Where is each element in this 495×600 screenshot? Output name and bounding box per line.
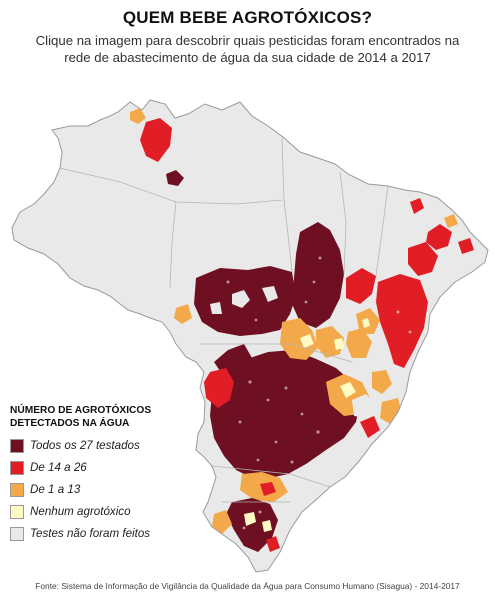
region-1-13 bbox=[444, 214, 458, 228]
region-1-13 bbox=[172, 100, 184, 104]
brazil-map[interactable] bbox=[0, 82, 495, 577]
region-not-tested bbox=[352, 394, 376, 418]
legend-item-none: Nenhum agrotóxico bbox=[10, 503, 220, 520]
municipality-speckle bbox=[226, 256, 412, 530]
region-not-tested bbox=[210, 302, 222, 314]
map-title: QUEM BEBE AGROTÓXICOS? bbox=[122, 8, 373, 27]
subtitle-line-1: Clique na imagem para descobrir quais pe… bbox=[35, 33, 460, 48]
legend-item-1-13: De 1 a 13 bbox=[10, 481, 220, 498]
region-14-26 bbox=[140, 118, 172, 162]
region-1-13 bbox=[212, 510, 232, 534]
region-1-13 bbox=[316, 326, 344, 358]
region-none bbox=[340, 382, 356, 398]
map-legend: NÚMERO DE AGROTÓXICOS DETECTADOS NA ÁGUA… bbox=[10, 404, 220, 547]
legend-item-all-27: Todos os 27 testados bbox=[10, 437, 220, 454]
legend-item-not-tested: Testes não foram feitos bbox=[10, 525, 220, 542]
region-14-26 bbox=[408, 242, 438, 276]
region-none bbox=[262, 520, 272, 532]
legend-title-line-2: DETECTADOS NA ÁGUA bbox=[10, 418, 130, 429]
region-14-26 bbox=[376, 274, 428, 368]
subtitle-line-2: rede de abastecimento de água da sua cid… bbox=[64, 50, 431, 65]
region-none bbox=[300, 334, 314, 348]
region-14-26 bbox=[410, 198, 424, 214]
region-not-tested bbox=[232, 290, 250, 308]
legend-item-14-26: De 14 a 26 bbox=[10, 459, 220, 476]
region-all-27 bbox=[214, 344, 252, 374]
legend-label: Testes não foram feitos bbox=[30, 527, 151, 540]
region-1-13 bbox=[372, 370, 392, 394]
region-14-26 bbox=[266, 536, 280, 552]
region-all-27 bbox=[210, 350, 360, 478]
legend-swatch-yellow bbox=[10, 504, 24, 519]
state-borders bbox=[59, 137, 389, 503]
legend-swatch-grey bbox=[10, 526, 24, 541]
region-none bbox=[362, 318, 370, 328]
legend-swatch-maroon bbox=[10, 438, 24, 453]
region-14-26 bbox=[426, 224, 452, 250]
region-none bbox=[334, 338, 344, 350]
region-1-13 bbox=[460, 198, 470, 210]
region-14-26 bbox=[260, 482, 276, 496]
legend-swatch-red bbox=[10, 460, 24, 475]
legend-label: De 14 a 26 bbox=[30, 461, 87, 474]
region-1-13 bbox=[346, 328, 372, 358]
region-all-27 bbox=[166, 170, 184, 186]
region-1-13 bbox=[280, 318, 318, 360]
region-1-13 bbox=[174, 304, 192, 324]
region-1-13 bbox=[130, 108, 146, 124]
region-14-26 bbox=[360, 416, 380, 438]
legend-label: Nenhum agrotóxico bbox=[30, 505, 131, 518]
region-14-26 bbox=[204, 368, 234, 408]
region-all-27 bbox=[226, 498, 278, 552]
legend-label: De 1 a 13 bbox=[30, 483, 81, 496]
region-not-tested bbox=[262, 286, 278, 302]
map-subtitle: Clique na imagem para descobrir quais pe… bbox=[10, 32, 485, 66]
legend-title-line-1: NÚMERO DE AGROTÓXICOS bbox=[10, 405, 152, 416]
source-footnote: Fonte: Sistema de Informação de Vigilânc… bbox=[35, 581, 460, 591]
legend-title: NÚMERO DE AGROTÓXICOS DETECTADOS NA ÁGUA bbox=[10, 404, 220, 430]
region-14-26 bbox=[346, 268, 376, 304]
municipality-layer bbox=[130, 100, 474, 552]
legend-label: Todos os 27 testados bbox=[30, 439, 140, 452]
legend-swatch-orange bbox=[10, 482, 24, 497]
region-none bbox=[244, 512, 256, 526]
region-14-26 bbox=[458, 238, 474, 254]
